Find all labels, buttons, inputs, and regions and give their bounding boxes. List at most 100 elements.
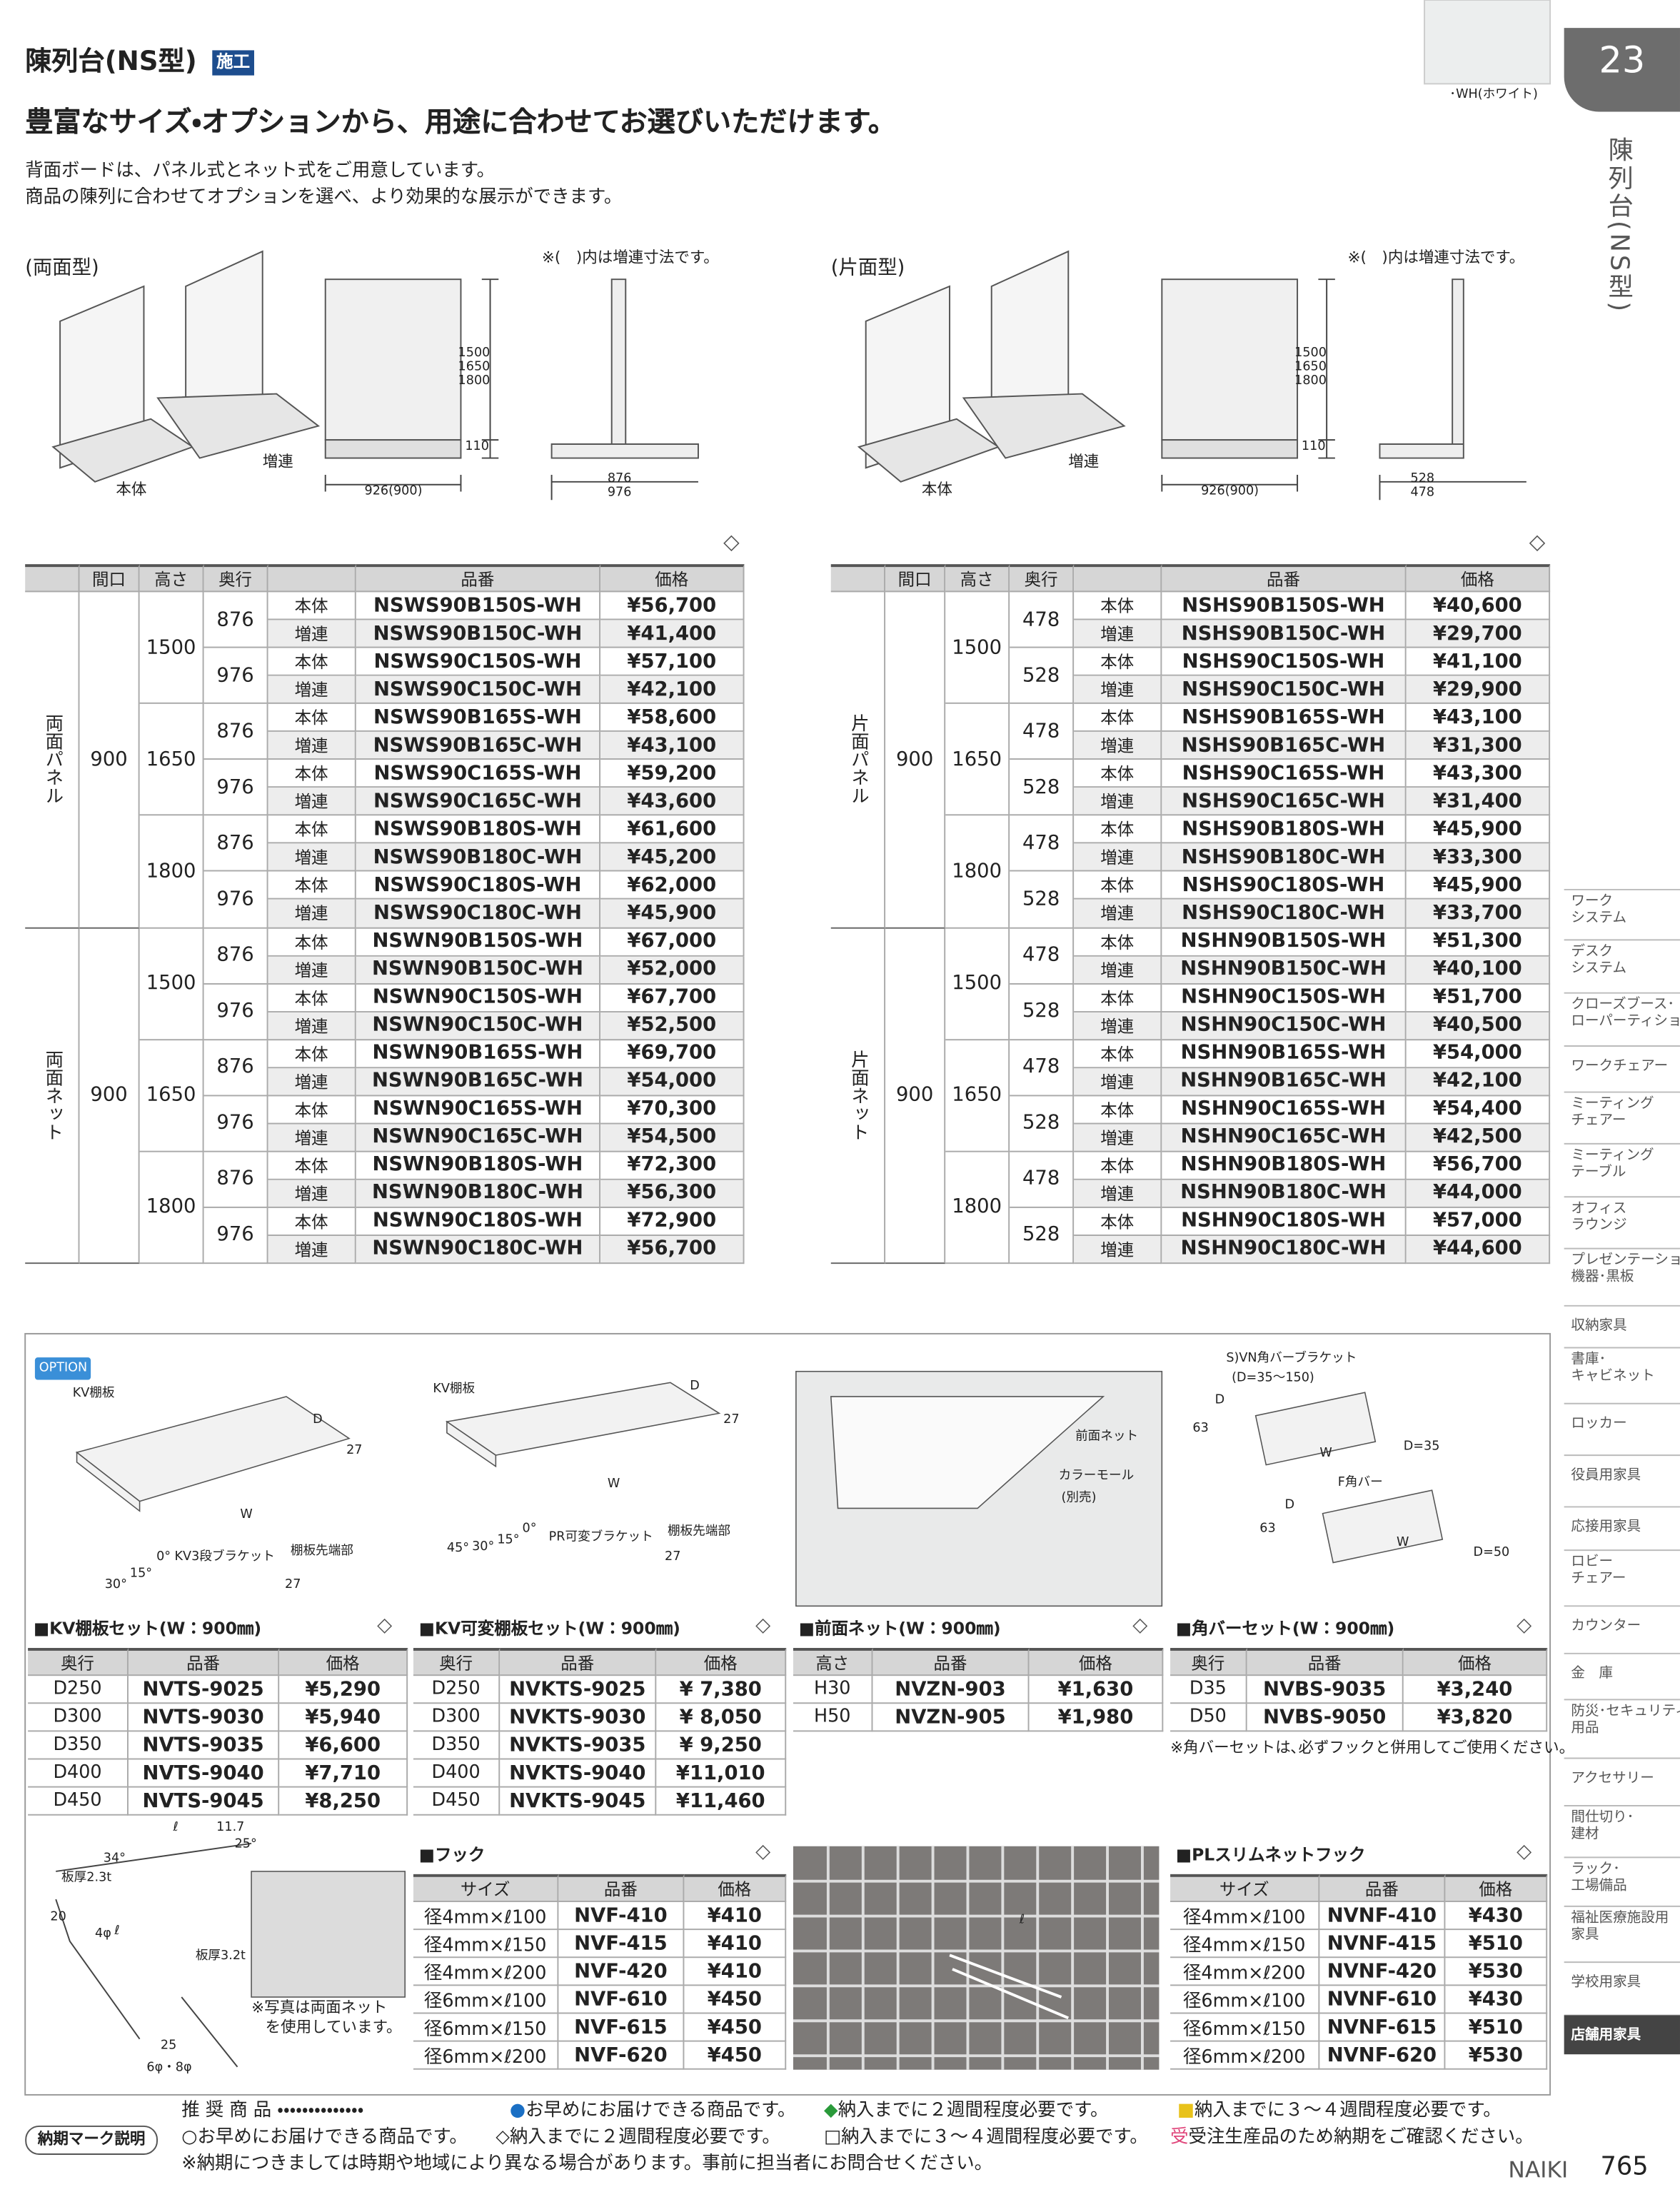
nav-item: ロビー — [1571, 1554, 1614, 1570]
diagram-label: 増連 — [1068, 452, 1100, 471]
figure-label: 63 — [1192, 1422, 1209, 1436]
unit-type: 本体 — [1074, 1095, 1162, 1125]
depth: 478 — [1010, 815, 1075, 873]
price: ¥52,500 — [600, 1012, 745, 1040]
stock-mark: ◇ — [1516, 1614, 1532, 1637]
product-code: NVTS-9030 — [128, 1704, 280, 1732]
headline: 豊富なサイズ・オプションから、用途に合わせてお選びいただけます。 — [25, 104, 896, 139]
legend-title: 納期マーク説明 — [25, 2125, 159, 2155]
figure-label: S)VN角バーブラケット — [1226, 1352, 1357, 1366]
product-code: NVKTS-9040 — [500, 1759, 657, 1788]
price: ¥57,000 — [1406, 1207, 1551, 1236]
unit-type: 本体 — [1074, 1207, 1162, 1236]
product-code: NSWN90C165S-WH — [356, 1095, 601, 1125]
diagram-label: 876 — [607, 472, 632, 486]
height: 1500 — [139, 927, 204, 1040]
height: 1800 — [139, 815, 204, 928]
depth: 876 — [203, 815, 268, 873]
height: 1650 — [945, 1040, 1010, 1152]
figure-label: 11.7 — [216, 1821, 245, 1836]
figure-label: 棚板先端部 — [667, 1524, 730, 1539]
width: 900 — [885, 927, 946, 1265]
brand: NAIKI — [1508, 2156, 1569, 2183]
price: ¥56,700 — [600, 1235, 745, 1265]
legend-item: ○お早めにお届けできる商品です。 — [181, 2126, 468, 2148]
unit-type: 増連 — [268, 1012, 356, 1040]
price: ¥ 7,380 — [656, 1676, 787, 1704]
price: ¥43,300 — [1406, 760, 1551, 788]
price: ¥1,980 — [1029, 1704, 1164, 1732]
price: ¥62,000 — [600, 872, 745, 900]
figure-label: 6φ・8φ — [146, 2061, 192, 2076]
unit-type: 増連 — [1074, 1012, 1162, 1040]
price: ¥ 9,250 — [656, 1731, 787, 1760]
recommended-item: ◆納入までに２週間程度必要です。 — [824, 2100, 1109, 2122]
page-tab: 23 — [1599, 40, 1646, 83]
nav-item: ラック･ — [1571, 1861, 1620, 1877]
front-base — [324, 439, 462, 459]
nav-item: 応接用家具 — [1571, 1519, 1641, 1535]
product-code: NSWS90B150C-WH — [356, 620, 601, 648]
height: 1800 — [945, 815, 1010, 928]
price: ¥31,400 — [1406, 788, 1551, 816]
figure-label: カラーモール — [1058, 1469, 1135, 1484]
figure-label: D=50 — [1473, 1546, 1510, 1560]
diagram-label: 110 — [1301, 440, 1326, 454]
figure-label: 63 — [1259, 1522, 1276, 1537]
unit-type: 増連 — [1074, 844, 1162, 873]
spec: 径6mm×ℓ100 — [1170, 1986, 1320, 2014]
price: ¥ 8,050 — [656, 1704, 787, 1732]
dim-line — [324, 278, 499, 492]
diagram-label: 478 — [1410, 486, 1435, 501]
price: ¥530 — [1445, 2041, 1548, 2070]
price: ¥58,600 — [600, 704, 745, 733]
hook-drawing — [55, 1842, 252, 2068]
figure-label: 棚板先端部 — [290, 1544, 353, 1559]
price: ¥3,240 — [1403, 1676, 1548, 1704]
table-header — [1074, 564, 1162, 593]
depth: 528 — [1010, 1095, 1075, 1152]
depth: 478 — [1010, 1152, 1075, 1208]
price: ¥51,300 — [1406, 927, 1551, 956]
product-code: NSWS90C180S-WH — [356, 872, 601, 900]
diagram-label: 1650 — [1294, 360, 1327, 375]
unit-type: 増連 — [268, 844, 356, 873]
table-header — [268, 564, 356, 593]
product-code: NVKTS-9045 — [500, 1787, 657, 1816]
option-badge: OPTION — [34, 1357, 92, 1381]
price: ¥40,100 — [1406, 955, 1551, 985]
price: ¥29,700 — [1406, 620, 1551, 648]
product-code: NSWS90C180C-WH — [356, 900, 601, 928]
price: ¥56,700 — [1406, 1152, 1551, 1180]
front-view — [324, 278, 462, 441]
figure-label: (別売) — [1061, 1491, 1097, 1506]
price: ¥44,000 — [1406, 1180, 1551, 1208]
nav-item: 店舗用家具 — [1571, 2028, 1641, 2043]
unit-type: 本体 — [1074, 1152, 1162, 1180]
diagram-label: 本体 — [921, 480, 952, 499]
price: ¥67,000 — [600, 927, 745, 956]
product-code: NVNF-410 — [1319, 1901, 1446, 1931]
group-label: 片面ネット — [830, 927, 886, 1265]
table-header: 間口 — [79, 564, 140, 593]
unit-type: 増連 — [1074, 900, 1162, 928]
spec: D350 — [413, 1731, 501, 1760]
figure-label: W — [1319, 1447, 1332, 1461]
width: 900 — [79, 592, 140, 928]
product-code: NVNF-420 — [1319, 1958, 1446, 1986]
price: ¥56,300 — [600, 1180, 745, 1208]
product-code: NSHS90B150S-WH — [1162, 592, 1407, 620]
product-code: NVF-415 — [558, 1930, 685, 1959]
diagram-label: 110 — [465, 440, 489, 454]
price: ¥40,500 — [1406, 1012, 1551, 1040]
unit-type: 増連 — [268, 675, 356, 705]
product-code: NSWN90B150C-WH — [356, 955, 601, 985]
table-header: 品番 — [558, 1874, 685, 1902]
depth: 876 — [203, 592, 268, 648]
product-code: NVZN-903 — [872, 1676, 1030, 1704]
stock-mark: ◇ — [755, 1614, 771, 1637]
spec: D450 — [28, 1787, 129, 1816]
nav-item: 工場備品 — [1571, 1878, 1627, 1894]
model-label: (両面型) — [25, 256, 99, 280]
price: ¥6,600 — [279, 1731, 408, 1760]
